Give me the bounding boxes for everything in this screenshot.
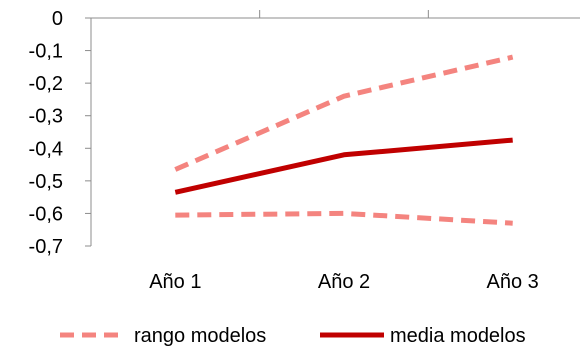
y-tick-label: -0,7 <box>29 236 63 258</box>
legend-label-rango-modelos: rango modelos <box>134 325 266 347</box>
y-tick-label: -0,2 <box>29 73 63 95</box>
y-tick-label: -0,6 <box>29 203 63 225</box>
series-line-rango-modelos-0 <box>174 54 514 172</box>
series-line-media-modelos-2 <box>174 137 513 195</box>
axes <box>85 10 580 247</box>
y-tick-label: -0,1 <box>29 41 63 63</box>
x-tick-labels: Año 1 Año 2 Año 3 <box>149 271 539 293</box>
x-tick-label: Año 1 <box>149 271 201 293</box>
y-tick-label: -0,3 <box>29 106 63 128</box>
y-tick-label: -0,4 <box>29 138 63 160</box>
series-line-rango-modelos-1 <box>175 210 513 226</box>
series-layer <box>174 54 514 226</box>
legend: rango modelos media modelos <box>60 325 526 347</box>
x-tick-label: Año 2 <box>318 271 370 293</box>
y-tick-labels: 0 -0,1 -0,2 -0,3 -0,4 -0,5 -0,6 -0,7 <box>29 8 63 258</box>
y-tick-label: 0 <box>52 8 63 30</box>
legend-label-media-modelos: media modelos <box>390 325 526 347</box>
y-tick-label: -0,5 <box>29 171 63 193</box>
x-tick-label: Año 3 <box>487 271 539 293</box>
